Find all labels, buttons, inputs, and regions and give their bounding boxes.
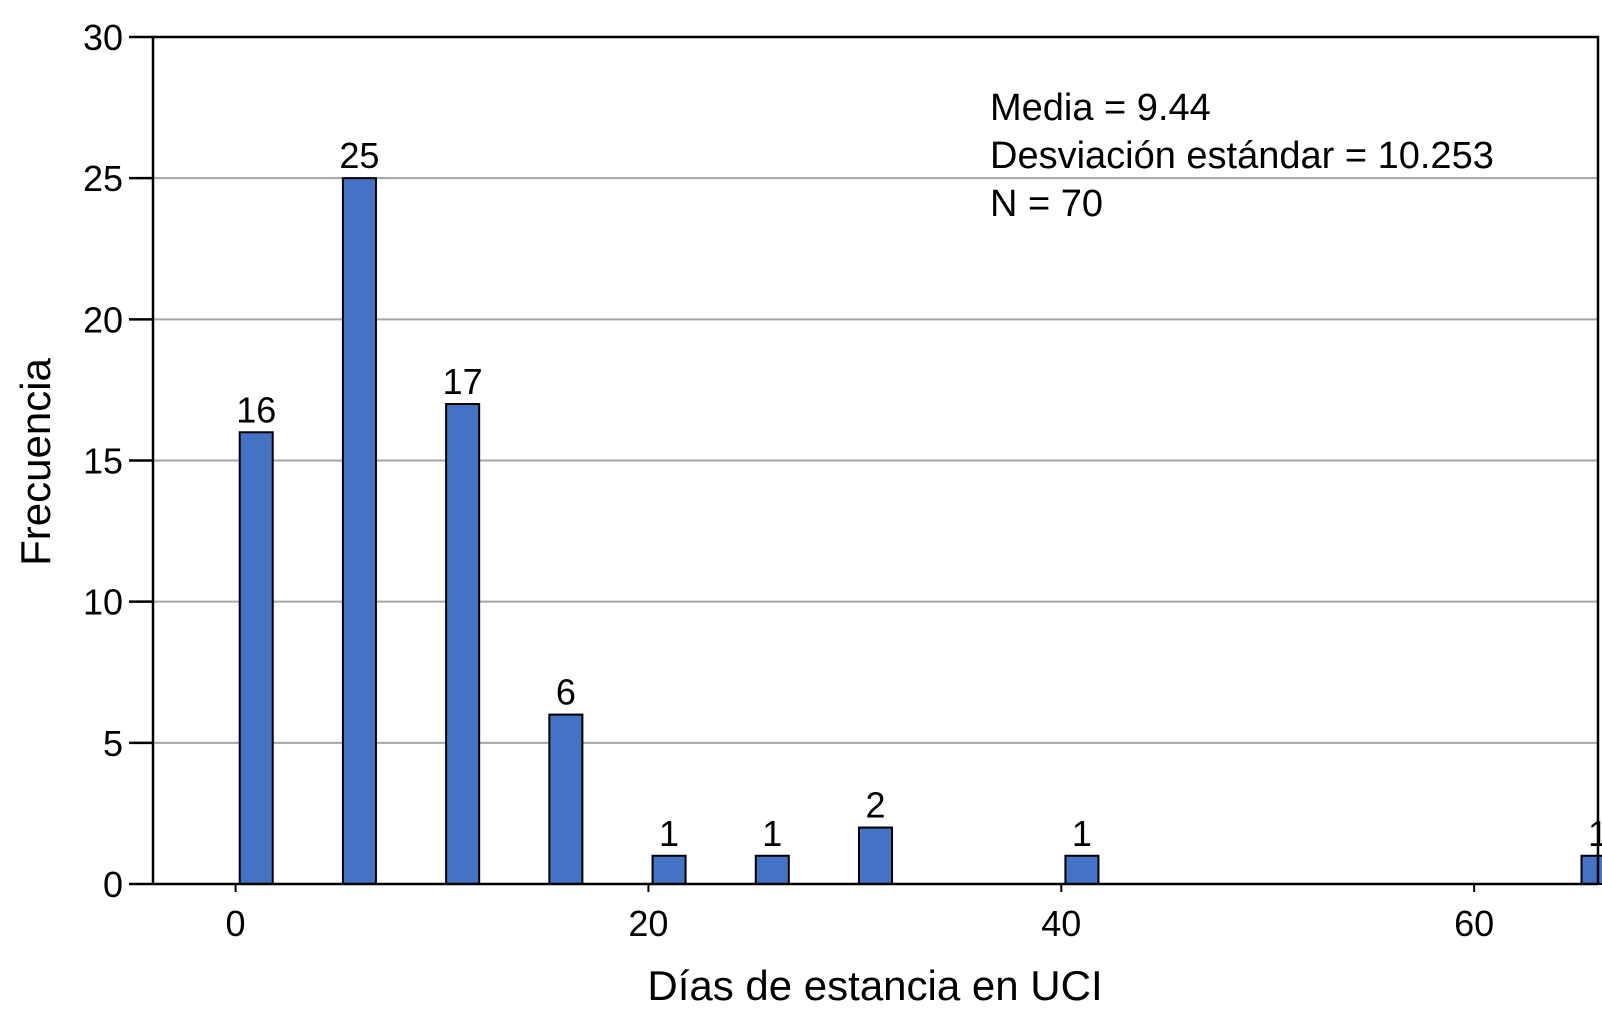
y-tick-label-15: 15 [83, 441, 123, 482]
x-tick-label-40: 40 [1041, 903, 1081, 944]
x-axis-label: Días de estancia en UCI [647, 962, 1102, 1009]
bar-value-label-3: 6 [556, 672, 576, 713]
stats-annotation: Media = 9.44 Desviación estándar = 10.25… [990, 87, 1494, 225]
y-tick-label-30: 30 [83, 17, 123, 58]
bar-5 [754, 854, 790, 885]
bar-value-label-7: 1 [1072, 813, 1092, 854]
bar-value-label-2: 17 [443, 361, 483, 402]
bar-value-label-0: 16 [236, 389, 276, 430]
bars [238, 177, 1602, 885]
bar-value-labels: 16 25 17 6 1 1 2 1 1 [236, 135, 1602, 854]
y-tick-label-10: 10 [83, 582, 123, 623]
x-tick-label-0: 0 [226, 903, 246, 944]
bar-value-label-1: 25 [339, 135, 379, 176]
bar-6 [857, 826, 894, 885]
y-axis-label: Frecuencia [12, 357, 59, 565]
x-tick-label-20: 20 [628, 903, 668, 944]
bar-2 [445, 403, 481, 885]
bar-7 [1064, 854, 1100, 885]
stat-std-dev: Desviación estándar = 10.253 [990, 135, 1494, 177]
bar-3 [548, 713, 584, 885]
y-axis-ticks: 0 5 10 15 20 25 30 [83, 17, 153, 905]
bar-value-label-5: 1 [762, 813, 782, 854]
stat-n: N = 70 [990, 183, 1103, 225]
bar-4 [651, 854, 687, 885]
y-tick-label-5: 5 [103, 723, 123, 764]
bar-value-label-6: 2 [865, 785, 885, 826]
y-tick-label-0: 0 [103, 864, 123, 905]
bar-1 [341, 177, 377, 885]
bar-value-label-8: 1 [1588, 813, 1602, 854]
y-tick-label-25: 25 [83, 158, 123, 199]
stat-mean: Media = 9.44 [990, 87, 1211, 129]
x-axis-ticks: 0 20 40 60 [226, 884, 1494, 944]
bar-0 [238, 431, 274, 885]
gridlines [153, 177, 1598, 744]
y-tick-label-20: 20 [83, 299, 123, 340]
bar-value-label-4: 1 [659, 813, 679, 854]
x-tick-label-60: 60 [1454, 903, 1494, 944]
